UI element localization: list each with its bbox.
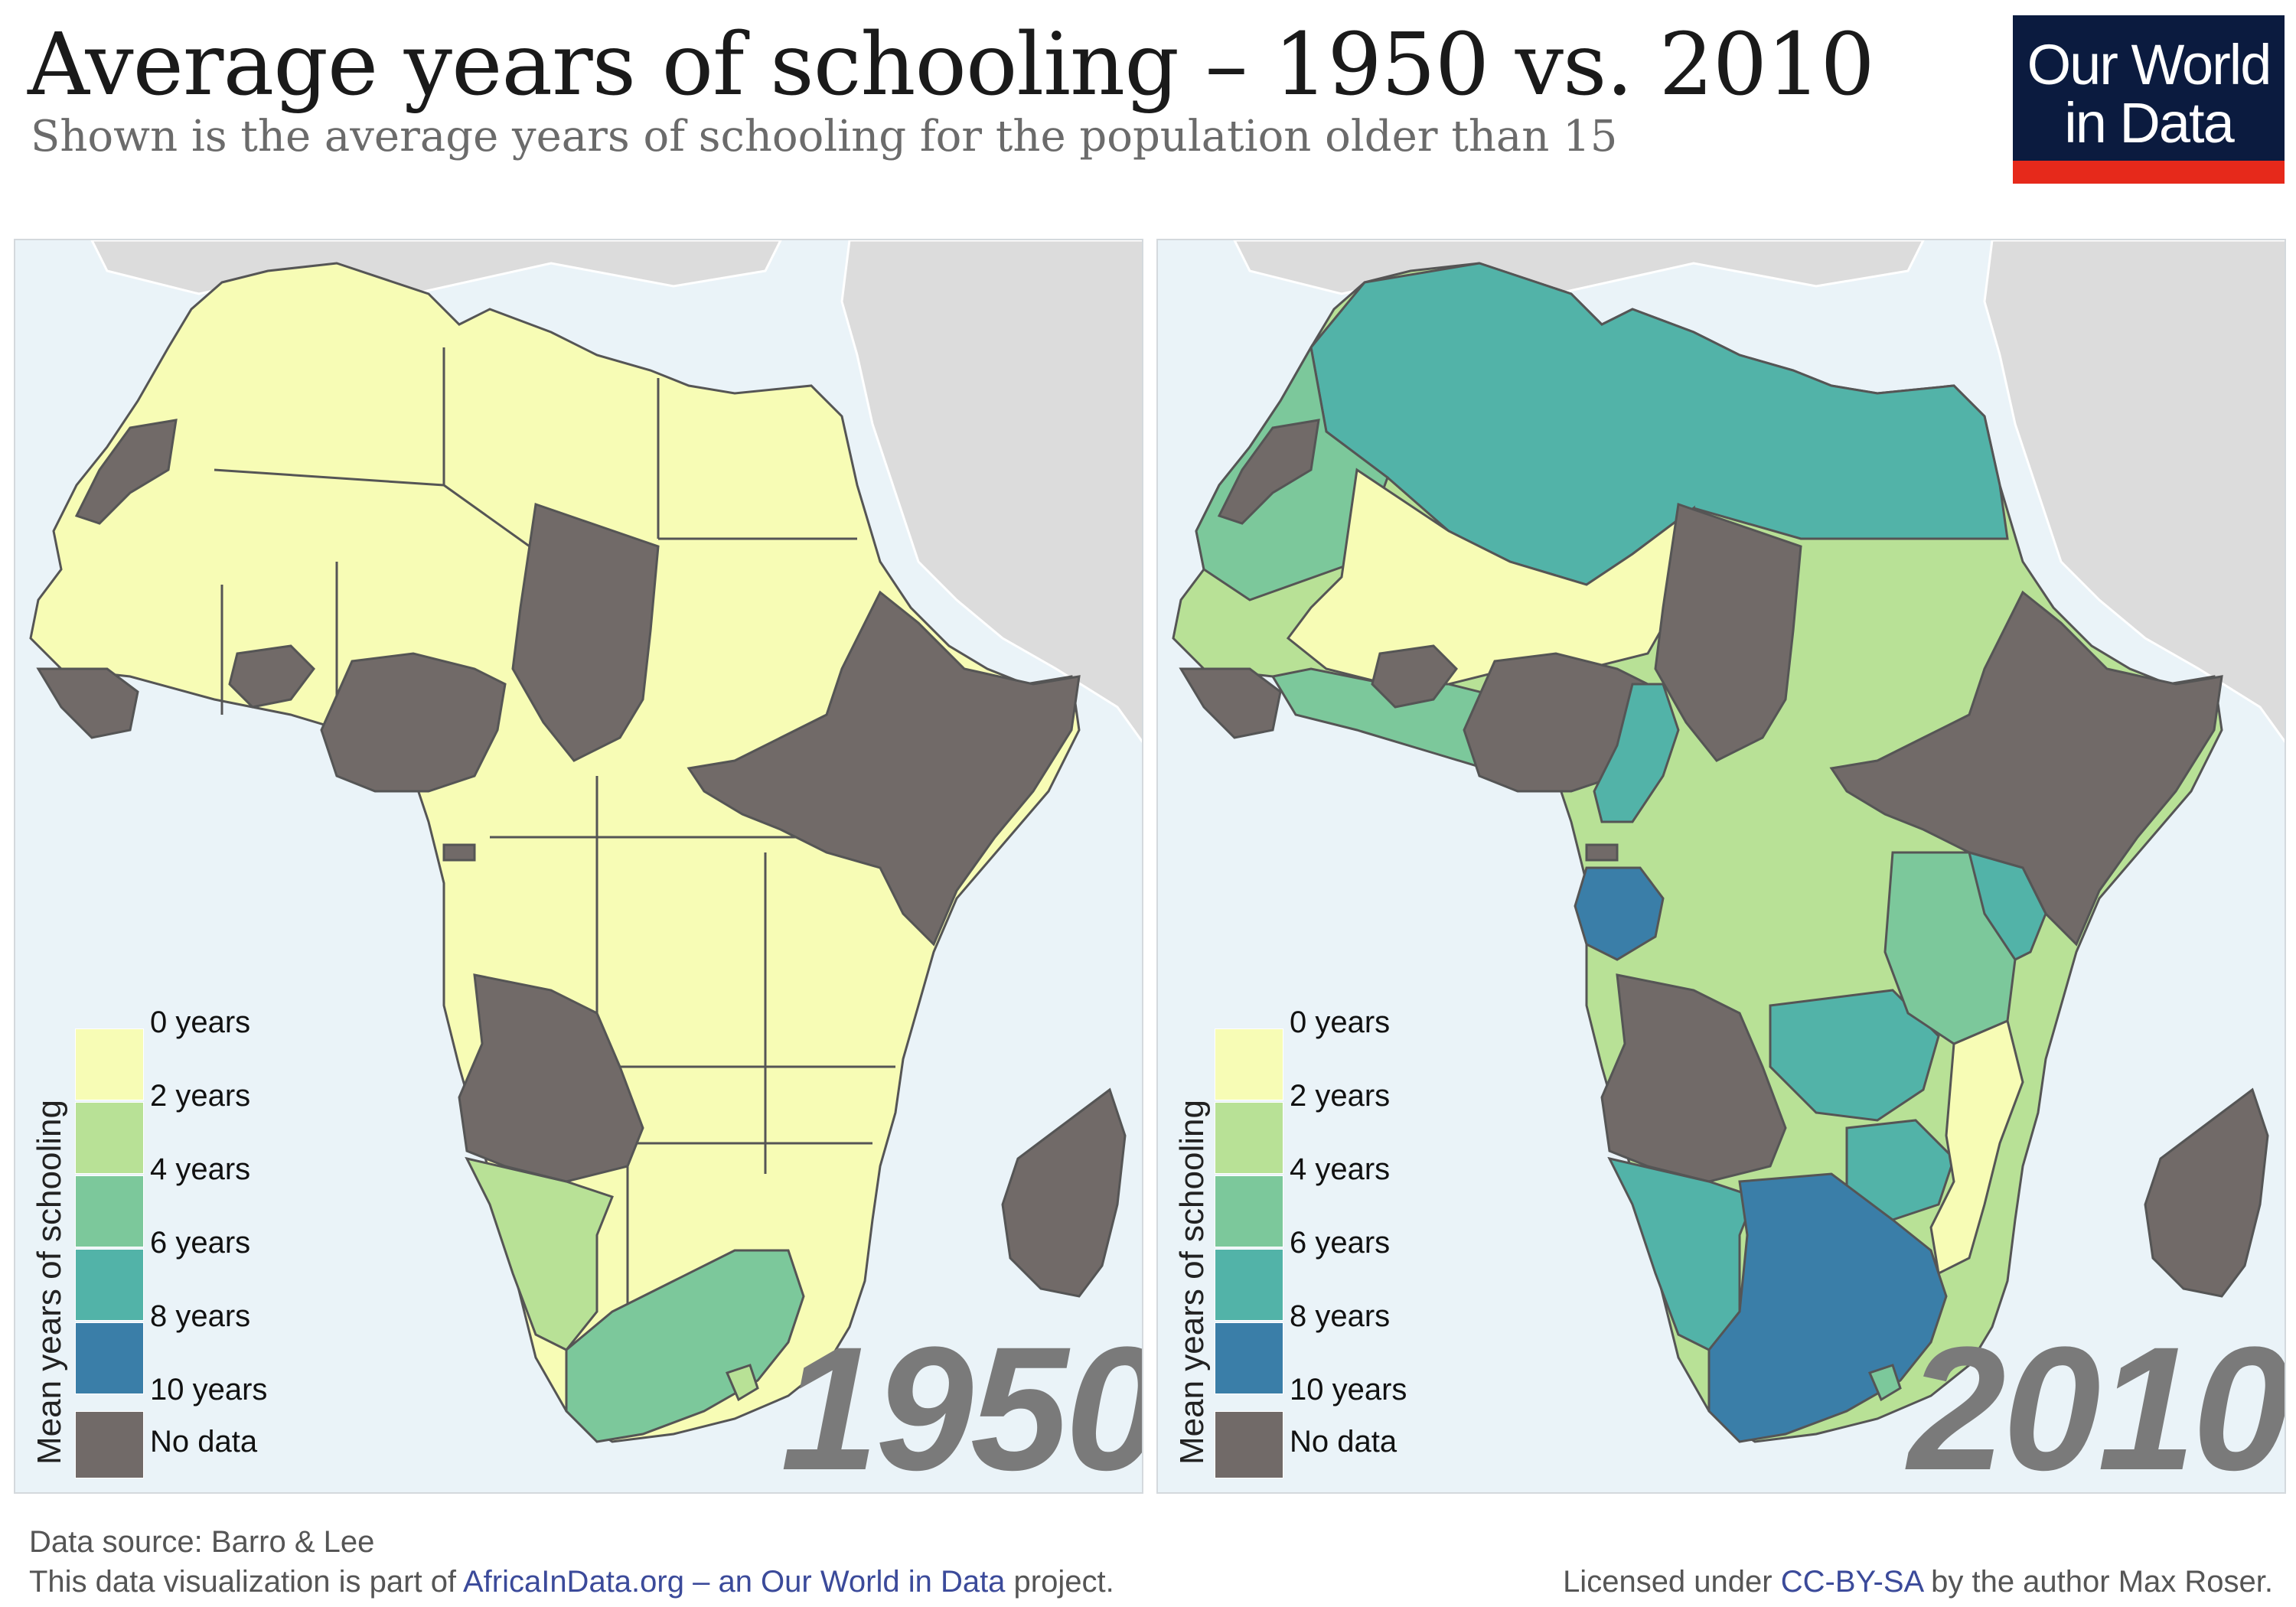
map-panel-2010: Mean years of schooling 0 years 2 years …: [1156, 239, 2286, 1494]
swatch-8-10: [1215, 1322, 1283, 1394]
legend-label-0: 0 years: [150, 1006, 251, 1039]
license-link[interactable]: CC-BY-SA: [1780, 1565, 1923, 1599]
region-cameroon: [1593, 683, 1680, 823]
region-guinea: [36, 667, 139, 739]
region-namibia: [465, 1156, 614, 1351]
legend-label-no-data: No data: [150, 1425, 258, 1459]
legend-label-2: 2 years: [1290, 1079, 1391, 1113]
legend-label-6: 6 years: [1290, 1226, 1391, 1260]
land-europe: [90, 240, 782, 295]
region-eq-guinea: [1585, 843, 1619, 862]
data-source: Data source: Barro & Lee: [29, 1525, 375, 1559]
region-guinea: [1179, 667, 1282, 739]
region-western-sahara: [1217, 419, 1320, 525]
owid-logo[interactable]: Our World in Data: [2013, 15, 2285, 184]
swatch-no-data: [75, 1411, 144, 1478]
legend-label-6: 6 years: [150, 1226, 251, 1260]
legend-label-10: 10 years: [1290, 1373, 1407, 1407]
africa-map-1950: [29, 240, 1142, 1443]
project-note: This data visualization is part of Afric…: [29, 1565, 1114, 1599]
logo-line-1: Our World: [2027, 33, 2272, 96]
license-prefix: Licensed under: [1563, 1565, 1781, 1599]
region-angola: [458, 973, 644, 1183]
swatch-2-4: [1215, 1102, 1283, 1174]
region-gabon: [1574, 866, 1665, 961]
swatch-4-6: [75, 1175, 144, 1247]
project-note-suffix: project.: [1005, 1565, 1114, 1599]
legend-title: Mean years of schooling: [1173, 1100, 1211, 1465]
legend-label-8: 8 years: [150, 1299, 251, 1333]
region-chad: [511, 502, 660, 762]
region-horn-of-africa: [687, 590, 1081, 947]
swatch-4-6: [1215, 1175, 1283, 1247]
region-burkina: [228, 644, 315, 709]
swatch-no-data: [1215, 1411, 1283, 1478]
legend-label-0: 0 years: [1290, 1006, 1391, 1039]
legend-label-10: 10 years: [150, 1373, 268, 1407]
license-note: Licensed under CC-BY-SA by the author Ma…: [1563, 1565, 2273, 1599]
legend-title: Mean years of schooling: [31, 1100, 68, 1465]
legend-label-4: 4 years: [1290, 1152, 1391, 1186]
region-tanzania: [1883, 851, 2017, 1045]
land-middle-east: [1983, 240, 2285, 744]
region-chad: [1654, 502, 1802, 762]
swatch-8-10: [75, 1322, 144, 1394]
africa-map-2010: [1172, 240, 2285, 1443]
chart-title: Average years of schooling – 1950 vs. 20…: [28, 15, 1875, 115]
swatch-6-8: [75, 1249, 144, 1321]
region-lesotho: [1867, 1364, 1902, 1402]
legend-label-2: 2 years: [150, 1079, 251, 1113]
region-mozambique: [1929, 1019, 2024, 1276]
swatch-6-8: [1215, 1249, 1283, 1321]
region-nigeria: [320, 652, 507, 793]
swatch-0-2: [75, 1028, 144, 1100]
region-western-sahara: [74, 419, 178, 525]
land-europe: [1233, 240, 1925, 295]
region-angola: [1600, 973, 1787, 1183]
region-madagascar: [2144, 1087, 2269, 1298]
region-madagascar: [1001, 1087, 1127, 1298]
year-label-2010: 2010: [1908, 1310, 2286, 1494]
region-burkina: [1371, 644, 1458, 709]
africa-in-data-link[interactable]: AfricaInData.org – an Our World in Data: [462, 1565, 1006, 1599]
legend-label-8: 8 years: [1290, 1299, 1391, 1333]
region-zambia: [1769, 989, 1940, 1122]
legend-label-4: 4 years: [150, 1152, 251, 1186]
region-south-africa: [565, 1249, 805, 1443]
legend-label-no-data: No data: [1290, 1425, 1397, 1459]
region-eq-guinea: [442, 843, 476, 862]
chart-subtitle: Shown is the average years of schooling …: [31, 112, 1618, 161]
logo-bar: [2013, 161, 2285, 184]
swatch-0-2: [1215, 1028, 1283, 1100]
land-middle-east: [840, 240, 1142, 744]
map-panel-1950: Mean years of schooling 0 years 2 years …: [14, 239, 1143, 1494]
logo-line-2: in Data: [2064, 91, 2234, 155]
license-suffix: by the author Max Roser.: [1922, 1565, 2273, 1599]
swatch-2-4: [75, 1102, 144, 1174]
project-note-prefix: This data visualization is part of: [29, 1565, 463, 1599]
no-data-regions-1950: [36, 419, 1127, 1298]
region-lesotho: [725, 1364, 759, 1402]
year-label-1950: 1950: [781, 1310, 1143, 1494]
